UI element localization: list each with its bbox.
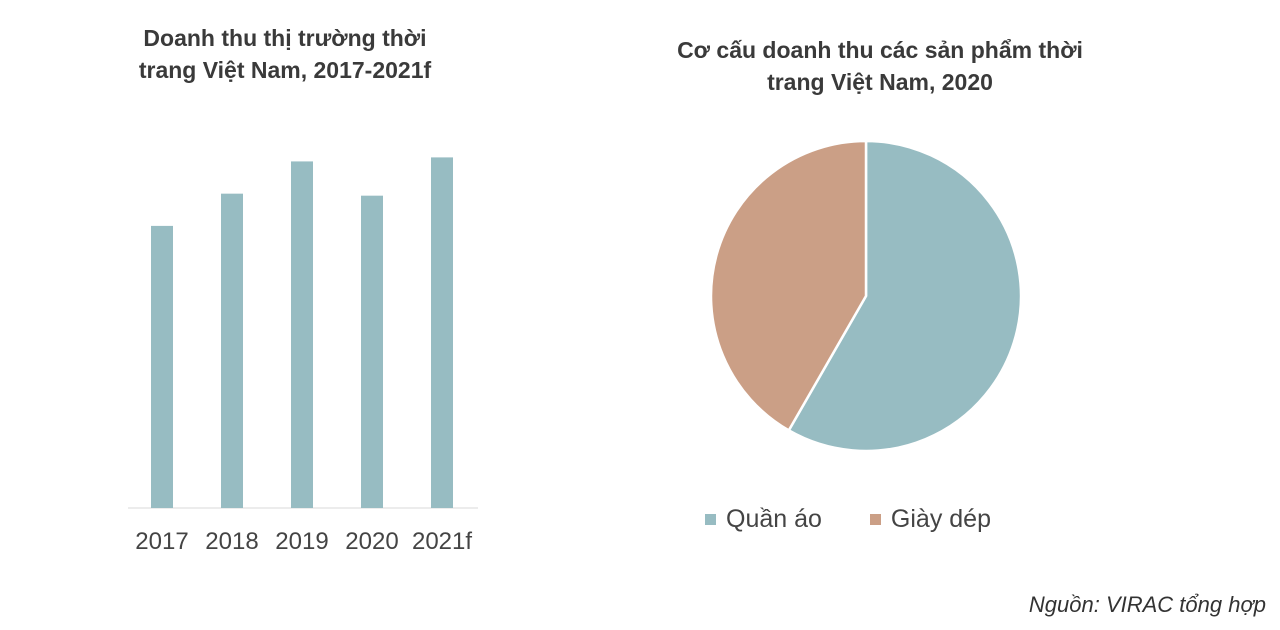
bar-2021f: [431, 157, 453, 508]
pie-chart-title-line2: trang Việt Nam, 2020: [767, 69, 993, 95]
x-tick-label: 2019: [275, 528, 328, 555]
source-note: Nguồn: VIRAC tổng hợp: [1028, 592, 1266, 617]
bar-chart: 2017 2018 2019 2020 2021f: [128, 157, 478, 555]
bar-chart-panel: Doanh thu thị trường thời trang Việt Nam…: [0, 0, 600, 580]
bar-chart-title-line2: trang Việt Nam, 2017-2021f: [138, 57, 432, 83]
bar-2017: [151, 225, 173, 508]
x-tick-label: 2017: [135, 528, 188, 555]
legend-label-quan-ao: Quần áo: [726, 505, 822, 533]
legend-swatch-giay-dep: [869, 514, 881, 525]
pie-legend: Quần áo Giày dép: [705, 505, 991, 534]
legend-label-giay-dep: Giày dép: [890, 505, 991, 533]
bar-2020: [361, 195, 383, 509]
pie-chart: [709, 139, 1023, 453]
bar-chart-title-line1: Doanh thu thị trường thời: [143, 25, 427, 51]
legend-swatch-quan-ao: [705, 514, 716, 525]
pie-slice-quan-ao: [787, 139, 1023, 453]
pie-chart-panel: Cơ cấu doanh thu các sản phẩm thời trang…: [620, 0, 1160, 580]
pie-chart-title: Cơ cấu doanh thu các sản phẩm thời trang…: [630, 34, 1130, 98]
x-tick-label: 2020: [345, 528, 398, 555]
x-tick-label: 2018: [205, 528, 258, 555]
pie-chart-title-line1: Cơ cấu doanh thu các sản phẩm thời: [677, 37, 1083, 63]
legend-item-quan-ao: Quần áo: [705, 505, 822, 534]
bar-2019: [291, 161, 313, 509]
bar-2018: [221, 193, 243, 508]
x-tick-label: 2021f: [412, 528, 472, 555]
pie-slice-giay-dep: [709, 139, 868, 432]
bar-chart-title: Doanh thu thị trường thời trang Việt Nam…: [90, 22, 480, 86]
legend-item-giay-dep: Giày dép: [869, 505, 991, 534]
